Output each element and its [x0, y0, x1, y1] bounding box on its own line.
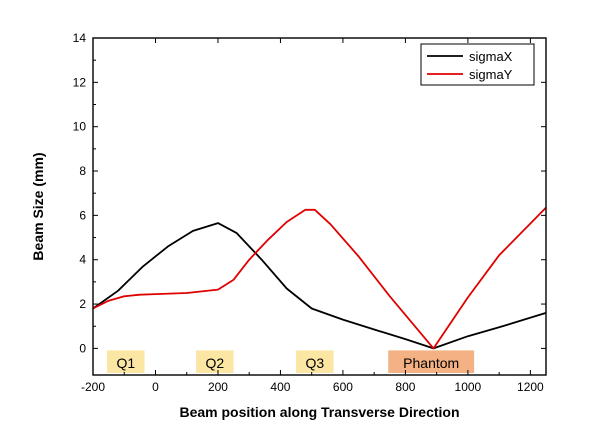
region-q1 — [107, 350, 145, 373]
legend: sigmaX sigmaY — [420, 43, 535, 86]
x-axis-title: Beam position along Transverse Direction — [179, 404, 459, 420]
region-label-phantom: Phantom — [403, 355, 459, 371]
y-tick-label: 10 — [73, 120, 87, 134]
legend-box — [420, 43, 535, 86]
region-q2 — [196, 350, 234, 373]
series-line-sigmay — [92, 206, 547, 350]
y-tick-label: 8 — [79, 164, 86, 178]
x-tick-label: 1200 — [517, 380, 544, 394]
y-axis-title: Beam Size (mm) — [30, 152, 46, 260]
series-line-sigmax — [92, 222, 547, 350]
region-label-q2: Q2 — [205, 355, 224, 371]
region-label-q3: Q3 — [305, 355, 324, 371]
y-tick-label: 6 — [79, 208, 86, 222]
x-tick-label: 400 — [270, 380, 290, 394]
y-tick-label: 12 — [73, 75, 87, 89]
y-tick-label: 4 — [79, 253, 86, 267]
y-axis-ticks: 0 2 4 6 8 10 12 14 — [73, 31, 546, 355]
y-tick-label: 0 — [79, 341, 86, 355]
x-tick-label: 0 — [152, 380, 159, 394]
legend-label-sigmay: sigmaY — [469, 67, 513, 82]
region-label-q1: Q1 — [116, 355, 135, 371]
y-tick-label: 2 — [79, 297, 86, 311]
x-tick-label: 600 — [333, 380, 353, 394]
x-tick-label: 800 — [395, 380, 415, 394]
x-axis-ticks: -200 0 200 400 600 800 1000 1200 — [81, 38, 544, 394]
x-tick-label: 200 — [208, 380, 228, 394]
y-tick-label: 14 — [73, 31, 87, 45]
region-phantom — [388, 350, 475, 373]
element-regions: Q1 Q2 Q3 Phantom — [107, 350, 475, 373]
x-tick-label: -200 — [81, 380, 105, 394]
region-q3 — [296, 350, 334, 373]
series-lines — [92, 206, 547, 350]
legend-label-sigmax: sigmaX — [469, 49, 513, 64]
plot-frame — [92, 37, 547, 376]
x-tick-label: 1000 — [455, 380, 482, 394]
